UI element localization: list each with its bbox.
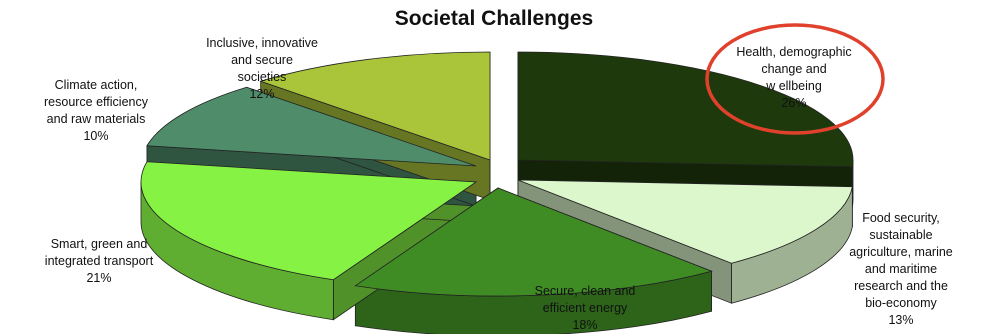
label-societies-line: 12% <box>249 87 275 101</box>
label-societies-line: societies <box>237 70 287 84</box>
label-food-line: sustainable <box>869 228 933 242</box>
label-health-line: Health, demographic <box>736 45 852 59</box>
label-transport-line: 21% <box>86 271 112 285</box>
label-food-line: agriculture, marine <box>849 245 953 259</box>
label-health-line: 26% <box>781 96 807 110</box>
label-health-line: w ellbeing <box>766 79 822 93</box>
label-climate-line: Climate action, <box>54 78 138 92</box>
label-societies-line: Inclusive, innovative <box>206 36 318 50</box>
pie-slice <box>146 86 477 167</box>
label-food: Food security, sustainable agriculture, ma… <box>826 210 976 329</box>
pie-slice <box>259 51 491 161</box>
pie-slice <box>354 187 713 297</box>
label-energy-line: efficient energy <box>542 301 628 315</box>
label-food-line: and maritime <box>864 262 938 276</box>
label-energy-line: 18% <box>572 318 598 332</box>
label-transport-line: Smart, green and <box>50 237 148 251</box>
label-transport: Smart, green and integrated transport 21% <box>14 236 184 287</box>
label-transport-line: integrated transport <box>44 254 154 268</box>
label-health: Health, demographic change and w ellbeing 2… <box>728 44 860 112</box>
label-climate-line: resource efficiency <box>44 95 148 109</box>
label-food-line: bio-economy <box>865 296 937 310</box>
label-climate: Climate action, resource efficiency and ra… <box>8 77 184 145</box>
label-energy: Secure, clean and efficient energy 18% <box>505 283 665 334</box>
pie-slice <box>140 161 478 281</box>
label-climate-line: 10% <box>83 129 109 143</box>
pie-slice <box>517 51 854 168</box>
label-food-line: Food security, <box>862 211 940 225</box>
label-food-line: research and the <box>854 279 948 293</box>
label-climate-line: and raw materials <box>46 112 146 126</box>
pie-slice <box>517 179 853 264</box>
label-health-line: change and <box>761 62 827 76</box>
chart-title: Societal Challenges <box>394 7 594 30</box>
highlight-circle <box>705 23 885 135</box>
label-food-line: 13% <box>888 313 914 327</box>
label-energy-line: Secure, clean and <box>534 284 636 298</box>
label-societies: Inclusive, innovative and secure societies… <box>182 35 342 103</box>
label-societies-line: and secure <box>231 53 293 67</box>
